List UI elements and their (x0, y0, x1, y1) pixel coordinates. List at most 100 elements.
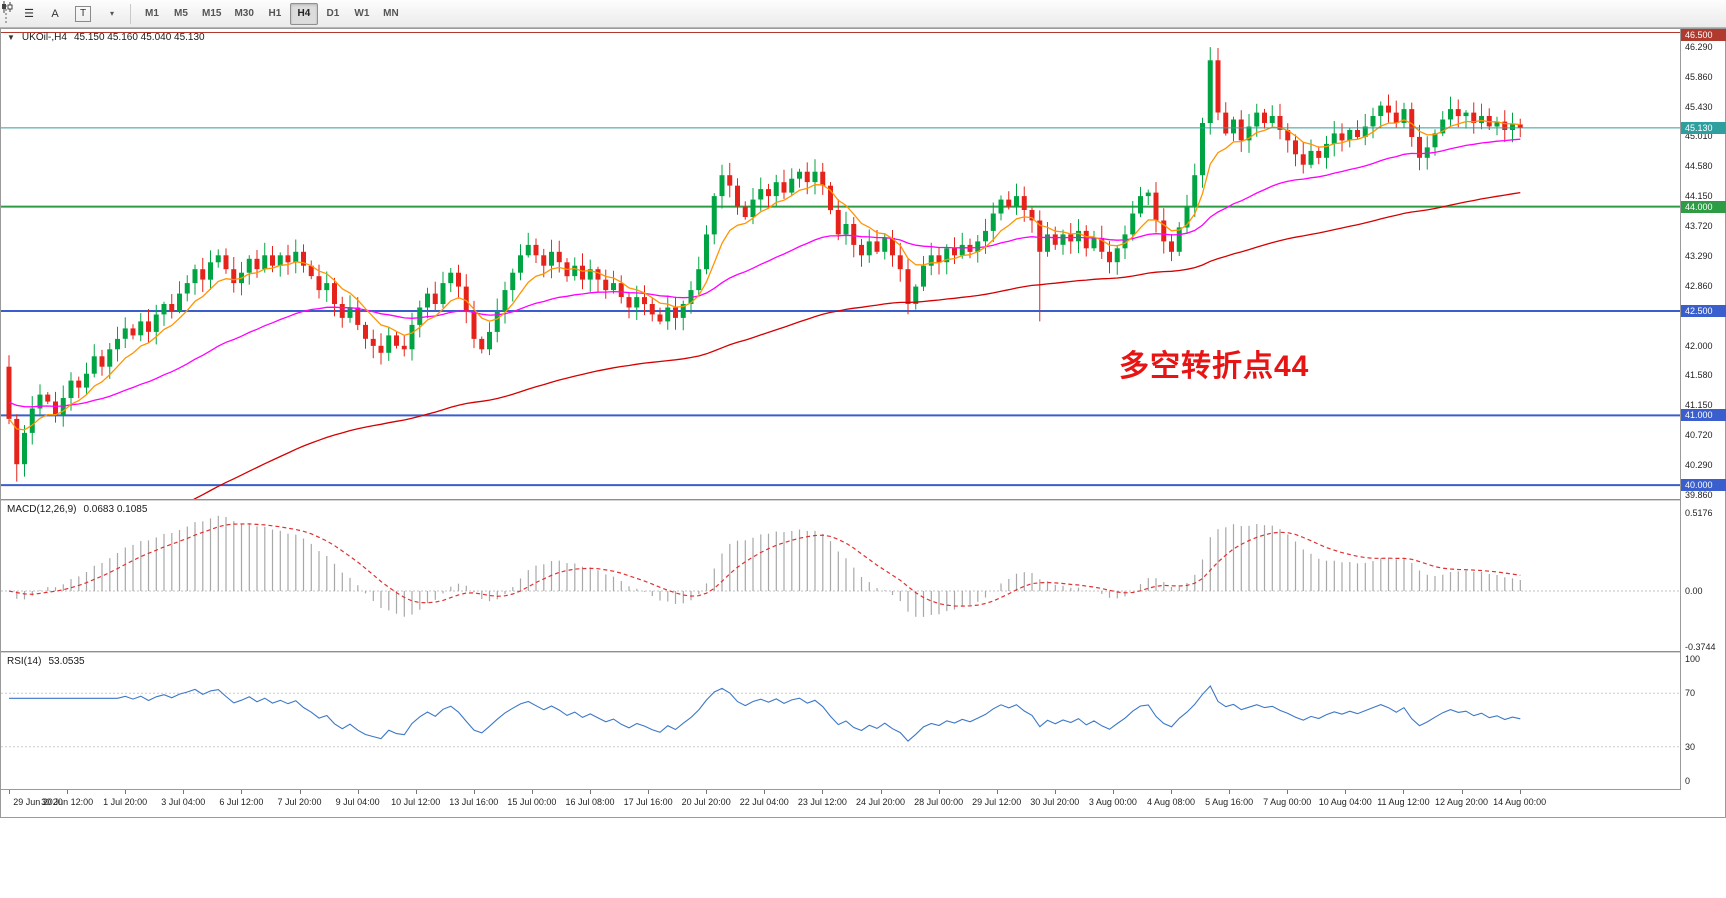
time-axis-label: 20 Jul 20:00 (681, 797, 731, 807)
toolbar-drag-handle[interactable] (5, 4, 10, 23)
time-axis-tick (1345, 790, 1347, 794)
menu-button[interactable]: ☰ (17, 3, 41, 25)
time-axis-label: 3 Jul 04:00 (161, 797, 206, 807)
time-axis-tick (1229, 790, 1231, 794)
rsi-tick-label: 30 (1685, 741, 1696, 752)
time-axis-label: 10 Jul 12:00 (391, 797, 441, 807)
timeframe-button-w1[interactable]: W1 (354, 8, 370, 19)
macd-tick-label: 0.5176 (1685, 508, 1713, 519)
time-axis-tick (996, 790, 998, 794)
symbol-period-label: UKOil-,H4 (21, 32, 67, 43)
annotation-a-button[interactable]: A (43, 3, 67, 25)
time-axis-tick (880, 790, 882, 794)
toolbar-separator (130, 3, 131, 24)
rsi-title: RSI(14) 53.0535 (7, 656, 85, 667)
price-axis[interactable]: 46.290 45.860 45.430 45.010 44.580 44.150 43.7… (1680, 29, 1726, 789)
time-axis-label: 29 Jul 12:00 (972, 797, 1022, 807)
time-axis-tick (299, 790, 301, 794)
current-price-box: 45.130 (1681, 121, 1726, 134)
rsi-label: RSI(14) (7, 656, 42, 667)
time-axis-label: 14 Aug 00:00 (1493, 797, 1547, 807)
rsi-tick-label: 0 (1685, 776, 1691, 786)
time-axis-tick (67, 790, 69, 794)
letter-a-icon: A (51, 7, 59, 20)
time-axis-tick (706, 790, 708, 794)
time-axis-label: 29 Jun 2020 (13, 797, 63, 807)
time-axis-label: 16 Jul 08:00 (565, 797, 615, 807)
price-tick-label: 39.860 (1685, 489, 1713, 500)
time-axis-tick (1054, 790, 1056, 794)
timeframe-button-h4[interactable]: H4 (289, 2, 318, 25)
price-tick-label: 42.860 (1685, 280, 1713, 291)
time-axis-tick (1287, 790, 1289, 794)
collapse-icon[interactable]: ▼ (7, 33, 15, 42)
price-tick-label: 40.720 (1685, 429, 1713, 440)
level-price-box: 42.500 (1681, 305, 1726, 317)
candlestick-chart-icon (2, 1, 13, 13)
level-price-box: 44.000 (1681, 200, 1726, 213)
pane-splitter-macd[interactable] (1, 499, 1725, 501)
time-axis-label: 22 Jul 04:00 (739, 797, 789, 807)
timeframe-button-m1[interactable]: M1 (145, 8, 159, 19)
time-axis-tick (1112, 790, 1114, 794)
time-axis-tick (531, 790, 533, 794)
macd-canvas[interactable] (1, 501, 1681, 651)
time-axis-label: 7 Aug 00:00 (1263, 797, 1312, 807)
time-axis-tick (590, 790, 591, 794)
time-axis-tick (1403, 790, 1405, 794)
timeframe-button-m30[interactable]: M30 (234, 8, 254, 19)
rsi-canvas[interactable] (1, 653, 1681, 787)
time-axis[interactable]: 29 Jun 2020 30 Jun 12:00 1 Jul 20:00 3 Jul … (1, 789, 1681, 817)
time-axis-label: 28 Jul 00:00 (914, 797, 964, 807)
timeframe-button-m5[interactable]: M5 (174, 8, 188, 19)
time-axis-label: 23 Jul 12:00 (797, 797, 847, 807)
rsi-tick-label: 70 (1685, 688, 1696, 699)
time-axis-tick (357, 790, 359, 794)
pane-splitter-rsi[interactable] (1, 651, 1725, 653)
time-axis-tick (1519, 790, 1521, 794)
time-axis-label: 9 Jul 04:00 (335, 797, 380, 807)
text-tool-button[interactable]: T (69, 3, 97, 25)
candlestick-canvas[interactable] (1, 29, 1681, 499)
time-axis-label: 17 Jul 16:00 (623, 797, 673, 807)
level-price-box: 46.500 (1681, 29, 1726, 41)
chart-window: ▼ UKOil-,H4 45.150 45.160 45.040 45.130 … (0, 28, 1726, 818)
menu-icon: ☰ (24, 8, 34, 20)
text-tool-icon: T (75, 5, 91, 22)
price-tick-label: 42.000 (1685, 340, 1713, 351)
time-axis-tick (648, 790, 650, 794)
chart-type-button[interactable]: ▾ (2, 1, 123, 25)
time-axis-tick (125, 790, 127, 794)
time-axis-tick (415, 790, 417, 794)
macd-tick-label: -0.3744 (1685, 642, 1716, 653)
macd-pane[interactable]: MACD(12,26,9) 0.0683 0.1085 (1, 501, 1681, 651)
level-price-box: 40.000 (1681, 479, 1726, 492)
chevron-down-icon: ▾ (109, 9, 114, 18)
main-chart-pane[interactable]: ▼ UKOil-,H4 45.150 45.160 45.040 45.130 … (1, 29, 1681, 499)
price-tick-label: 43.290 (1685, 251, 1713, 261)
time-axis-tick (938, 790, 940, 794)
time-axis-label: 3 Aug 00:00 (1088, 797, 1137, 807)
price-tick-label: 41.150 (1685, 400, 1713, 410)
rsi-value: 53.0535 (48, 656, 85, 667)
timeframe-button-mn[interactable]: MN (383, 8, 399, 19)
timeframe-group: M1 M5 M15 M30 H1 H4 D1 W1 MN (138, 2, 405, 25)
price-tick-label: 44.580 (1685, 161, 1713, 172)
rsi-pane[interactable]: RSI(14) 53.0535 (1, 653, 1681, 787)
time-axis-label: 6 Jul 12:00 (219, 797, 264, 807)
macd-values: 0.0683 0.1085 (83, 504, 148, 515)
macd-title: MACD(12,26,9) 0.0683 0.1085 (7, 504, 147, 515)
time-axis-label: 13 Jul 16:00 (449, 797, 499, 807)
timeframe-button-h1[interactable]: H1 (268, 8, 282, 19)
price-tick-label: 45.010 (1685, 131, 1713, 142)
price-tick-label: 40.290 (1685, 459, 1713, 470)
time-axis-tick (241, 790, 243, 794)
price-tick-label: 46.290 (1685, 42, 1713, 53)
timeframe-button-m15[interactable]: M15 (202, 8, 222, 19)
time-axis-label: 15 Jul 00:00 (507, 797, 557, 807)
time-axis-label: 11 Aug 12:00 (1377, 797, 1430, 807)
time-axis-tick (764, 790, 766, 794)
rsi-tick-label: 100 (1685, 654, 1701, 664)
price-tick-label: 45.430 (1685, 102, 1713, 112)
timeframe-button-d1[interactable]: D1 (326, 8, 340, 19)
